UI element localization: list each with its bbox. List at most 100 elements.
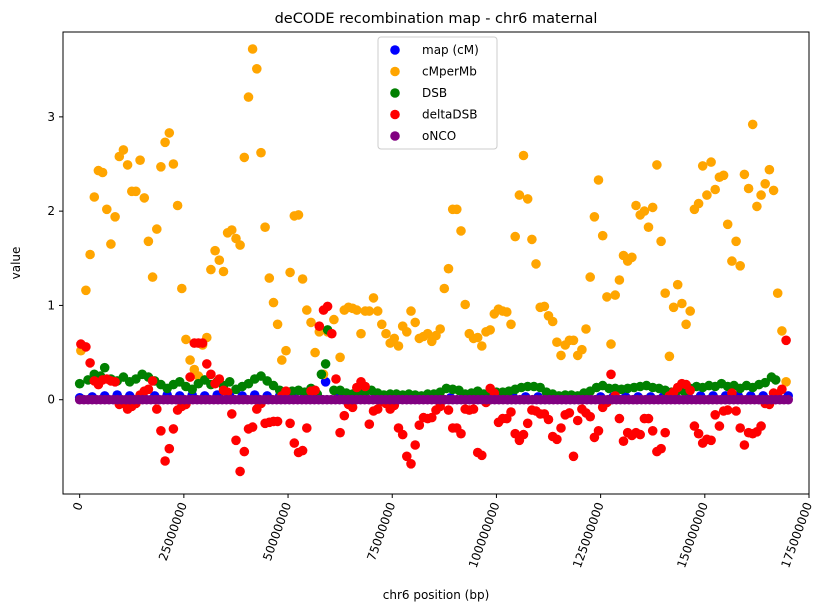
data-point xyxy=(243,92,254,102)
data-point xyxy=(339,410,350,421)
data-point xyxy=(281,345,291,356)
data-point xyxy=(414,420,425,431)
data-point xyxy=(656,236,666,247)
data-point xyxy=(452,204,462,215)
data-point xyxy=(227,225,237,235)
data-point xyxy=(85,249,95,260)
data-point xyxy=(235,466,245,477)
data-point xyxy=(402,451,412,462)
data-point xyxy=(106,239,116,249)
legend-label: oNCO xyxy=(422,129,456,143)
data-point xyxy=(547,316,558,327)
data-point xyxy=(527,234,537,245)
data-point xyxy=(260,222,270,232)
data-point xyxy=(643,413,654,424)
data-point xyxy=(147,272,158,282)
data-point xyxy=(456,428,466,439)
data-point xyxy=(585,411,595,422)
data-point xyxy=(147,376,158,386)
data-point xyxy=(214,374,225,384)
data-point xyxy=(329,314,339,325)
data-point xyxy=(285,418,295,429)
data-point xyxy=(168,159,179,169)
y-tick-label: 2 xyxy=(47,204,55,218)
data-point xyxy=(218,266,229,277)
data-point xyxy=(285,267,295,278)
data-point xyxy=(302,423,312,433)
data-point xyxy=(522,418,533,429)
data-point xyxy=(677,298,687,309)
data-point xyxy=(264,273,275,283)
legend-marker xyxy=(390,109,400,120)
data-point xyxy=(543,414,554,425)
data-point xyxy=(731,406,741,416)
data-point xyxy=(156,426,166,436)
data-point xyxy=(368,293,379,303)
data-point xyxy=(685,306,695,316)
data-point xyxy=(347,402,358,413)
data-point xyxy=(689,421,700,431)
data-point xyxy=(439,283,450,294)
data-point xyxy=(502,307,512,317)
data-point xyxy=(185,372,195,382)
data-point xyxy=(777,326,787,336)
data-point xyxy=(202,359,212,369)
data-point xyxy=(289,438,300,448)
data-point xyxy=(706,435,716,446)
data-point xyxy=(143,384,154,395)
data-point xyxy=(518,150,529,161)
data-point xyxy=(781,377,791,387)
data-point xyxy=(89,192,100,202)
y-tick-label: 1 xyxy=(47,298,55,312)
data-point xyxy=(743,183,754,194)
data-point xyxy=(552,337,562,348)
data-point xyxy=(331,374,341,384)
data-point xyxy=(160,456,170,466)
data-point xyxy=(727,256,737,266)
data-point xyxy=(485,325,496,335)
data-point xyxy=(556,423,566,433)
data-point xyxy=(364,419,375,430)
data-point xyxy=(477,341,487,351)
data-point xyxy=(164,128,175,138)
data-point xyxy=(316,369,327,380)
data-point xyxy=(639,206,650,216)
data-point xyxy=(577,344,587,355)
data-point xyxy=(685,385,695,396)
data-point xyxy=(735,261,745,271)
data-point xyxy=(647,202,658,213)
data-point xyxy=(81,342,91,352)
plot-area xyxy=(74,44,793,477)
data-point xyxy=(652,160,662,170)
data-point xyxy=(214,255,225,265)
data-point xyxy=(568,335,579,346)
data-point xyxy=(456,226,466,236)
data-point xyxy=(702,190,712,200)
data-point xyxy=(143,236,154,247)
data-point xyxy=(735,423,745,433)
data-point xyxy=(156,162,166,172)
x-tick-label: 0 xyxy=(70,500,86,512)
data-point xyxy=(693,428,704,439)
legend: map (cM) cMperMb DSB deltaDSB oNCO xyxy=(377,36,498,150)
data-point xyxy=(506,407,516,417)
data-point xyxy=(231,435,241,446)
data-point xyxy=(222,387,233,398)
data-point xyxy=(247,422,258,432)
data-point xyxy=(722,219,733,230)
data-point xyxy=(322,301,333,312)
data-point xyxy=(172,200,183,211)
data-point xyxy=(314,321,325,332)
data-point xyxy=(739,169,750,180)
data-point xyxy=(556,350,566,361)
data-point xyxy=(335,352,345,363)
data-point xyxy=(139,193,150,203)
data-point xyxy=(235,240,245,250)
data-point xyxy=(277,355,287,365)
data-point xyxy=(97,167,108,178)
data-point xyxy=(714,421,725,431)
data-point xyxy=(777,384,787,395)
data-point xyxy=(364,306,375,316)
data-point xyxy=(410,317,421,328)
